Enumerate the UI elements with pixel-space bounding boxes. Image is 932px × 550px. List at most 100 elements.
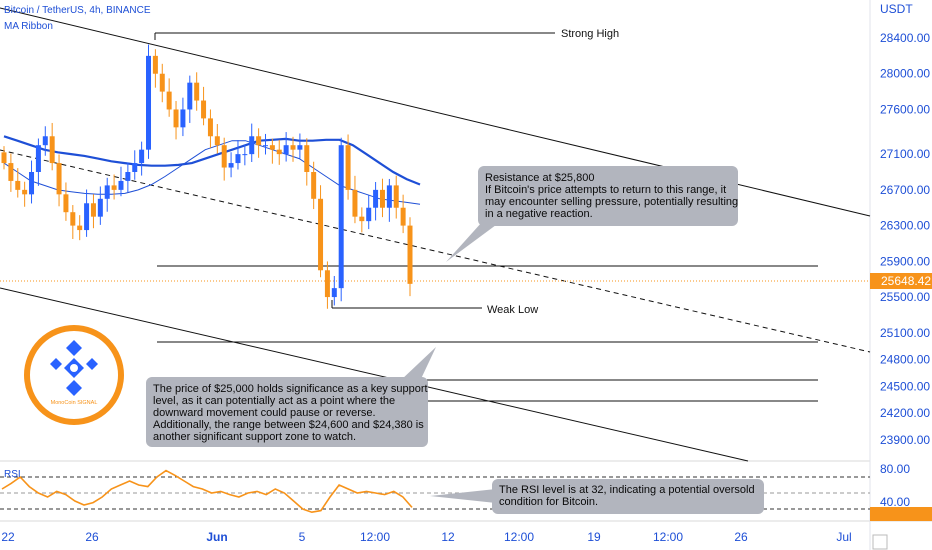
channel-lower-line[interactable] xyxy=(0,287,749,462)
price-axis[interactable]: 28400.00 28000.00 27600.00 27100.00 26700.00… xyxy=(880,31,930,447)
price-tick-6: 25900.00 xyxy=(880,254,930,268)
candle-body xyxy=(125,172,131,181)
candle xyxy=(132,150,138,180)
time-tick-4: 12:00 xyxy=(360,530,390,544)
support-text-line-3: downward movement could pause or reverse… xyxy=(153,407,376,419)
candle-body xyxy=(366,207,372,222)
candle-body xyxy=(118,180,124,190)
time-tick-10: Jul xyxy=(836,530,851,544)
strong-high-label: Strong High xyxy=(561,28,619,40)
candle-body xyxy=(324,270,330,298)
candle-body xyxy=(359,216,365,222)
resistance-callout-pointer xyxy=(446,222,500,262)
rsi-current-badge xyxy=(870,507,932,521)
resistance-text-line-2: If Bitcoin's price attempts to return to… xyxy=(485,184,726,196)
candle xyxy=(118,166,124,197)
rsi-line xyxy=(1,469,413,514)
candle xyxy=(359,207,365,233)
candle xyxy=(331,275,337,306)
candle xyxy=(125,162,131,193)
logo-diamond-bottom xyxy=(66,380,82,396)
candle-body xyxy=(166,91,172,110)
candle xyxy=(256,128,262,158)
candle-body xyxy=(393,185,399,208)
candle xyxy=(97,186,103,225)
candle xyxy=(283,132,289,162)
candle xyxy=(262,133,268,155)
candle-body xyxy=(111,185,117,190)
candle xyxy=(194,72,200,111)
candle-body xyxy=(256,136,262,146)
support-text-line-1: The price of $25,000 holds significance … xyxy=(153,383,428,395)
resistance-text-line-3: may encounter selling pressure, potentia… xyxy=(485,196,738,208)
candle xyxy=(84,189,90,237)
candle-body xyxy=(159,73,165,92)
candle-body xyxy=(290,145,296,150)
settings-gear-icon[interactable] xyxy=(872,534,888,550)
candle xyxy=(187,75,193,123)
candle-body xyxy=(400,207,406,226)
candle-body xyxy=(318,198,324,271)
support-callout[interactable]: The price of $25,000 holds significance … xyxy=(146,347,436,447)
candle xyxy=(221,137,227,181)
candle xyxy=(139,141,145,176)
time-tick-8: 12:00 xyxy=(653,530,683,544)
symbol-title: Bitcoin / TetherUS, 4h, BINANCE xyxy=(4,5,151,16)
time-tick-5: 12 xyxy=(441,530,455,544)
candle xyxy=(249,123,255,162)
candle-body xyxy=(104,185,110,199)
current-price-label: 25648.42 xyxy=(881,274,931,288)
rsi-callout[interactable]: The RSI level is at 32, indicating a pot… xyxy=(430,479,764,514)
candle xyxy=(338,137,344,302)
candle xyxy=(311,161,317,210)
candle-body xyxy=(152,55,158,74)
candle xyxy=(63,182,69,221)
candle-body xyxy=(242,154,248,156)
rsi-callout-pointer xyxy=(430,489,496,503)
candle-body xyxy=(262,145,268,147)
candle-body xyxy=(29,172,35,195)
candle-body xyxy=(407,225,413,284)
resistance-text-line-4: in a negative reaction. xyxy=(485,208,593,220)
candle xyxy=(35,138,41,186)
candle-body xyxy=(373,189,379,208)
candle-body xyxy=(173,109,179,128)
resistance-callout[interactable]: Resistance at $25,800 If Bitcoin's price… xyxy=(446,166,738,262)
time-axis[interactable]: 22 26 Jun 5 12:00 12 12:00 19 12:00 26 Jul xyxy=(1,530,851,544)
candle xyxy=(352,175,358,224)
price-tick-12: 23900.00 xyxy=(880,433,930,447)
candle-body xyxy=(132,163,138,172)
monocoin-logo: MonoCoin SIGNAL xyxy=(24,325,124,425)
candle-body xyxy=(15,180,21,190)
candle-body xyxy=(345,145,351,190)
rsi-label: RSI xyxy=(4,469,21,480)
price-tick-8: 25100.00 xyxy=(880,326,930,340)
candle xyxy=(104,177,110,212)
time-tick-1: 26 xyxy=(85,530,99,544)
candle-body xyxy=(221,145,227,168)
rsi-text-line-2: condition for Bitcoin. xyxy=(499,496,598,508)
logo-diamond-left xyxy=(50,358,62,370)
candle xyxy=(324,261,330,309)
candle-body xyxy=(228,163,234,168)
candle-body xyxy=(304,145,310,172)
candle xyxy=(207,109,213,148)
price-tick-1: 28000.00 xyxy=(880,67,930,81)
candle-body xyxy=(70,212,76,226)
candle-body xyxy=(379,189,385,208)
time-tick-2: Jun xyxy=(206,530,227,544)
price-tick-0: 28400.00 xyxy=(880,31,930,45)
candle xyxy=(290,136,296,162)
resistance-text-line-1: Resistance at $25,800 xyxy=(485,172,594,184)
logo-diamond-top xyxy=(66,340,82,356)
candle xyxy=(235,140,241,170)
channel-mid-dashed-line[interactable] xyxy=(0,149,871,353)
price-tick-2: 27600.00 xyxy=(880,102,930,116)
current-price-badge xyxy=(870,273,932,289)
rsi-axis-tick-80: 80.00 xyxy=(880,462,910,476)
candle-body xyxy=(276,149,282,155)
price-tick-10: 24500.00 xyxy=(880,379,930,393)
candle-body xyxy=(139,149,145,164)
